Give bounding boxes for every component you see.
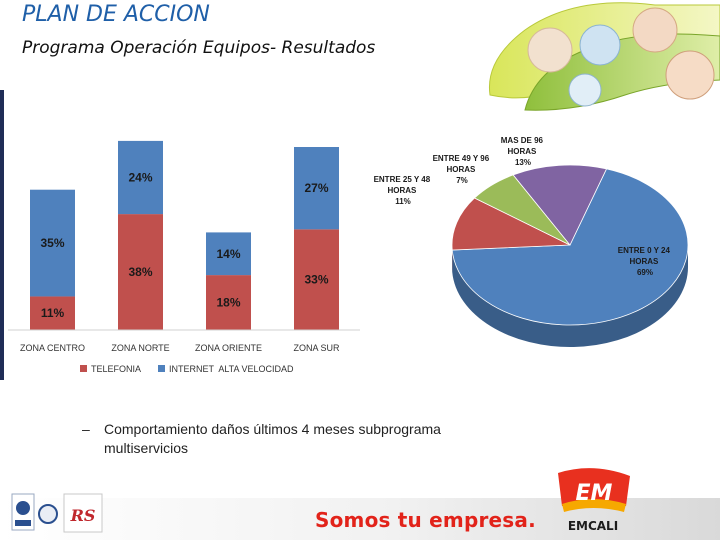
bar-telefonia-3 (294, 229, 339, 330)
bar-internet-1 (118, 140, 163, 215)
bar-value-label-telefonia-0: 11% (41, 306, 65, 320)
legend-swatch-telefonia (80, 365, 87, 372)
pie-label-96: MAS DE 96 HORAS 13% (501, 136, 545, 167)
footer-slogan: Somos tu empresa. (315, 508, 536, 532)
category-label-2: ZONA ORIENTE (195, 343, 262, 353)
bar-telefonia-2 (206, 275, 251, 330)
bar-value-label-internet-0: 35% (40, 236, 64, 250)
note-text: Comportamiento daños últimos 4 meses sub… (104, 421, 441, 456)
pie-label-0-24-line1: ENTRE 0 Y 24 (618, 246, 671, 255)
svg-text:RS: RS (70, 506, 96, 525)
category-label-0: ZONA CENTRO (20, 343, 85, 353)
legend-label-internet: INTERNET ALTA VELOCIDAD (169, 364, 294, 374)
bars-layer: 11% 35% 38% 24% 18% 14% 33% 27% (30, 140, 339, 330)
pie-layer (451, 164, 689, 348)
pie-label-49-96-line1: ENTRE 49 Y 96 (433, 154, 490, 163)
pie-slice-1 (451, 197, 571, 251)
cert-seal-icon (38, 504, 58, 524)
pie-labels: ENTRE 0 Y 24 HORAS 69% ENTRE 25 Y 48 HOR… (374, 136, 672, 277)
bar-internet-3 (294, 147, 339, 230)
category-label-1: ZONA NORTE (111, 343, 169, 353)
pie-label-0-24-line2: HORAS (629, 257, 659, 266)
header-banner-image (488, 2, 720, 111)
emcali-wordmark: EMCALI (568, 519, 618, 533)
bar-value-label-internet-3: 27% (304, 181, 328, 195)
pie-label-49-96-line2: HORAS (446, 165, 476, 174)
pie-label-96-line1: MAS DE 96 (501, 136, 544, 145)
pie-label-25-48-line1: ENTRE 25 Y 48 (374, 175, 431, 184)
emcali-mark: EM (576, 481, 613, 506)
note-dash: – (82, 421, 90, 437)
rs-logo (63, 493, 103, 533)
pie-side-0-0 (452, 245, 688, 348)
page-title: PLAN DE ACCION (22, 2, 210, 27)
bar-value-label-telefonia-3: 33% (304, 273, 328, 287)
legend-label-telefonia: TELEFONIA (91, 364, 141, 374)
pie-label-25-48-pct: 11% (395, 197, 411, 206)
bar-internet-0 (30, 189, 75, 297)
pie-slice-0 (451, 168, 689, 326)
page-subtitle: Programa Operación Equipos- Resultados (22, 38, 376, 58)
category-labels: ZONA CENTRO ZONA NORTE ZONA ORIENTE ZONA SU… (20, 343, 340, 353)
category-label-3: ZONA SUR (293, 343, 340, 353)
legend-swatch-internet (158, 365, 165, 372)
bar-value-label-telefonia-2: 18% (216, 296, 240, 310)
bar-telefonia-1 (118, 214, 163, 330)
bar-value-label-telefonia-1: 38% (128, 265, 152, 279)
pie-label-25-48: ENTRE 25 Y 48 HORAS 11% (374, 175, 433, 206)
pie-chart: ENTRE 0 Y 24 HORAS 69% ENTRE 25 Y 48 HOR… (374, 136, 689, 348)
stacked-bar-chart: 11%35%38%24%18%14%33%27% ZONA CENTRO ZONA… (8, 140, 360, 374)
pie-label-96-line2: HORAS (507, 147, 537, 156)
emcali-logo: EM EMCALI (558, 468, 630, 533)
bar-telefonia-0 (30, 296, 75, 330)
bar-value-label-internet-2: 14% (216, 247, 240, 261)
pie-label-49-96: ENTRE 49 Y 96 HORAS 7% (433, 154, 492, 185)
left-accent-bar (0, 90, 4, 380)
pie-label-0-24-pct: 69% (637, 268, 653, 277)
pie-label-0-24: ENTRE 0 Y 24 HORAS 69% (618, 246, 672, 277)
certification-logos: RS (11, 493, 103, 533)
pie-slice-3 (512, 164, 608, 246)
bar-internet-2 (206, 232, 251, 276)
bar-value-label-internet-1: 24% (128, 171, 152, 185)
pie-label-25-48-line2: HORAS (387, 186, 417, 195)
pie-label-49-96-pct: 7% (456, 176, 468, 185)
bar-legend: TELEFONIA INTERNET ALTA VELOCIDAD (80, 364, 294, 374)
pie-label-96-pct: 13% (515, 158, 531, 167)
